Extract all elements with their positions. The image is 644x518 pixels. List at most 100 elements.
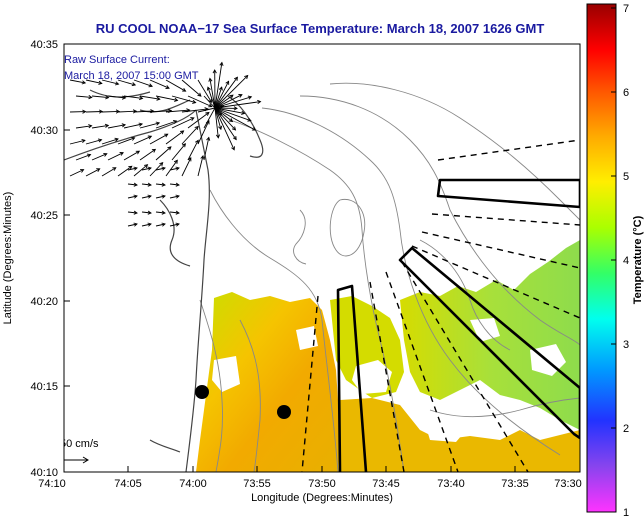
current-vector: [133, 110, 154, 113]
current-vector-head: [167, 146, 172, 151]
current-vector: [214, 96, 252, 109]
current-vector-head: [81, 138, 86, 144]
current-vector-head: [208, 77, 213, 82]
colorbar-tick-label: 4: [623, 255, 629, 267]
current-vector-head: [96, 168, 101, 172]
current-vector-head: [229, 94, 234, 99]
surface-current-vectors: [69, 61, 262, 227]
current-vector: [197, 79, 212, 103]
x-tick-label: 73:45: [372, 478, 400, 490]
current-vector-head: [212, 69, 217, 74]
colorbar-title: Temperature (°C): [632, 215, 644, 304]
marker-dot-west: [195, 385, 209, 399]
x-tick-label: 73:40: [437, 478, 465, 490]
current-vector: [117, 110, 137, 113]
current-vector: [75, 125, 92, 129]
current-vector-head: [231, 146, 235, 151]
axis-ticks: [63, 43, 581, 473]
current-vector: [209, 78, 216, 109]
dashed-transect-lines: [301, 139, 580, 472]
current-vector-head: [161, 182, 166, 187]
y-tick-label: 40:10: [30, 467, 58, 479]
current-vector: [165, 79, 186, 92]
current-vector-head: [233, 106, 238, 111]
sampling-box-lines: [336, 178, 580, 472]
x-tick-label: 74:00: [179, 478, 207, 490]
current-vector: [169, 195, 180, 199]
current-vector: [155, 183, 166, 186]
current-vector-head: [147, 166, 152, 171]
current-vector-head: [175, 182, 180, 187]
colorbar-tick-label: 3: [623, 339, 629, 351]
current-vector: [117, 137, 135, 145]
current-vector-head: [98, 80, 103, 85]
current-vector: [117, 165, 133, 177]
current-vector: [214, 107, 251, 122]
scale-label: 50 cm/s: [60, 438, 99, 450]
cloud-gap-6: [296, 326, 318, 350]
current-vector-head: [238, 94, 243, 98]
current-vector-head: [112, 167, 117, 171]
current-vector: [214, 62, 223, 109]
current-vector: [214, 107, 222, 130]
current-vector-head: [208, 98, 212, 103]
current-vector-head: [241, 110, 246, 115]
current-vector-head: [135, 150, 141, 155]
current-vector-head: [165, 85, 170, 89]
current-vector-head: [175, 210, 180, 215]
sampling-box-south: [336, 284, 368, 472]
current-vector-head: [148, 83, 154, 88]
current-vector: [214, 94, 234, 109]
current-vector: [117, 79, 136, 86]
current-vector: [149, 133, 168, 145]
current-vector-head: [121, 95, 127, 100]
current-vector-head: [192, 99, 197, 104]
current-vector: [155, 195, 166, 199]
current-vector: [85, 111, 103, 113]
sst-patch-south-central: [338, 398, 580, 472]
current-vector: [107, 124, 126, 129]
scale-arrow: [64, 456, 89, 464]
current-vector-head: [173, 159, 178, 164]
current-vector-head: [98, 109, 104, 114]
current-vector-head: [159, 162, 164, 167]
current-vector: [214, 107, 235, 150]
x-tick-label: 73:35: [501, 478, 529, 490]
current-vector-head: [104, 123, 110, 128]
y-tick-label: 40:35: [30, 39, 58, 51]
current-vector: [101, 167, 117, 177]
current-vector: [69, 169, 84, 177]
current-vector: [91, 95, 109, 99]
current-vector: [214, 86, 223, 109]
current-vector-head: [144, 164, 149, 169]
bathymetry-contours: [199, 82, 580, 472]
current-vector: [101, 110, 120, 113]
current-vector: [75, 154, 91, 161]
current-vector-head: [131, 82, 137, 87]
colorbar-tick-label: 1: [623, 507, 629, 518]
current-vector: [187, 140, 199, 161]
current-vector-head: [139, 96, 144, 101]
current-vector: [187, 112, 210, 129]
current-vector: [169, 183, 180, 186]
current-vector-head: [86, 153, 92, 158]
y-tick-label: 40:20: [30, 296, 58, 308]
current-vector: [165, 130, 184, 145]
current-vector-head: [88, 95, 93, 100]
x-tick-label: 74:10: [38, 478, 66, 490]
current-vector-head: [173, 119, 178, 124]
current-vector: [69, 79, 86, 84]
current-vector: [169, 211, 180, 214]
current-vector-head: [219, 61, 224, 66]
current-vector-head: [182, 87, 187, 92]
y-axis-tick-labels: 40:35 40:30 40:25 40:20 40:15 40:10: [30, 39, 58, 479]
current-vector: [101, 138, 119, 145]
current-vector-head: [232, 136, 237, 141]
current-vector: [197, 120, 210, 145]
current-vector: [69, 139, 86, 145]
colorbar-tick-label: 2: [623, 423, 629, 435]
current-vector: [127, 183, 138, 186]
x-tick-label: 73:30: [554, 478, 582, 490]
current-vector: [139, 122, 160, 129]
current-vector: [165, 160, 178, 177]
